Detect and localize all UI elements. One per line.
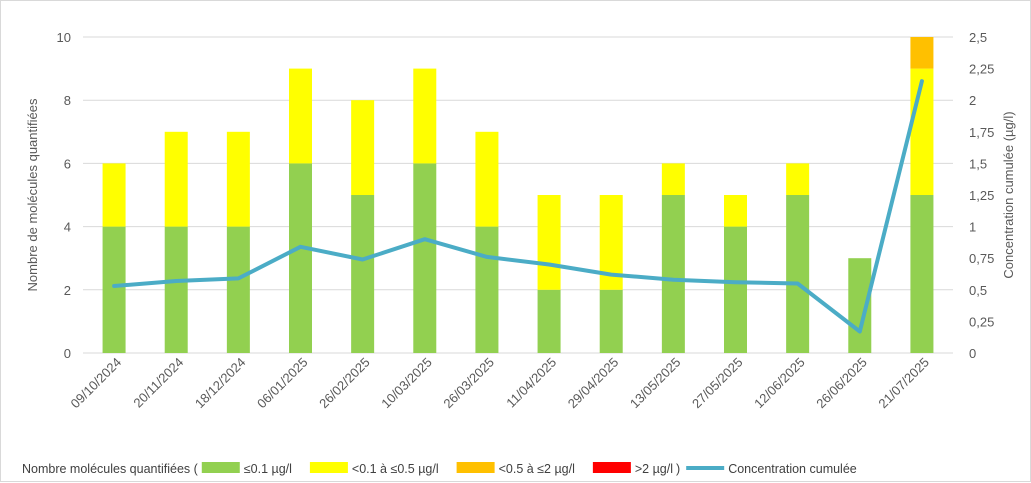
x-tick-label: 27/05/2025 (689, 355, 746, 412)
bar-segment (724, 226, 747, 353)
bar-segment (537, 289, 561, 353)
line-series-concentration (112, 79, 924, 334)
bar-segment (599, 195, 623, 290)
x-tick-label: 10/03/2025 (378, 355, 435, 412)
bar-segment (164, 131, 188, 227)
y2-tick-label: 1,5 (969, 156, 987, 171)
y2-tick-label: 0 (969, 346, 976, 361)
y-tick-label: 10 (57, 30, 71, 45)
y2-tick-label: 2,25 (969, 62, 994, 77)
bar-segment (351, 100, 375, 195)
y-tick-label: 0 (64, 346, 71, 361)
y-axis-title: Nombre de molécules quantifiées (25, 98, 40, 291)
x-tick-label: 11/04/2025 (503, 355, 559, 411)
bar-segment (910, 195, 934, 353)
bar-segment (102, 226, 126, 353)
y2-tick-label: 2,5 (969, 30, 987, 45)
bar-segment (661, 163, 685, 195)
bar-segment (289, 163, 312, 353)
legend-close-paren: ) (676, 462, 680, 476)
legend-swatch (309, 462, 348, 473)
x-tick-label: 09/10/2024 (68, 355, 125, 412)
x-tick-label: 26/02/2025 (316, 355, 373, 412)
y-tick-label: 4 (64, 220, 71, 235)
y2-tick-label: 0,25 (969, 314, 994, 329)
y-tick-label: 8 (64, 93, 71, 108)
bar-segment (786, 163, 810, 195)
y-tick-label: 6 (64, 156, 71, 171)
y2-tick-label: 1 (969, 220, 976, 235)
x-tick-label: 18/12/2024 (192, 355, 249, 412)
bar-segment (164, 226, 188, 353)
bar-segment (537, 195, 561, 290)
bar-segment (661, 195, 685, 353)
bar-segment (599, 289, 623, 353)
legend-title: Nombre molécules quantifiées ( (22, 462, 199, 476)
y2-tick-label: 1,25 (969, 188, 994, 203)
bar-segment (475, 131, 499, 227)
y2-tick-label: 2 (969, 93, 976, 108)
x-tick-label: 20/11/2024 (130, 355, 186, 411)
legend-swatch (592, 462, 631, 473)
bar-segment (724, 195, 747, 227)
legend-swatch (201, 462, 240, 473)
bar-segment (226, 226, 250, 353)
bar-segment (910, 37, 934, 69)
x-tick-label: 26/03/2025 (440, 355, 497, 412)
y2-tick-label: 0,5 (969, 283, 987, 298)
legend-label: <0.1 à ≤0.5 µg/l (352, 462, 439, 476)
x-tick-label: 12/06/2025 (751, 355, 808, 412)
legend-swatch (456, 462, 495, 473)
x-tick-label: 13/05/2025 (627, 355, 684, 412)
x-tick-label: 21/07/2025 (875, 355, 932, 412)
bar-segment (413, 68, 437, 164)
legend-label: Concentration cumulée (728, 462, 857, 476)
y2-axis-title: Concentration cumulée (µg/l) (1001, 111, 1016, 278)
bar-segment (289, 68, 312, 164)
bar-segment (475, 226, 499, 353)
y-tick-label: 2 (64, 283, 71, 298)
legend-label: ≤0.1 µg/l (244, 462, 292, 476)
bar-segment (102, 163, 126, 227)
legend-label: <0.5 à ≤2 µg/l (499, 462, 575, 476)
x-tick-label: 26/06/2025 (813, 355, 870, 412)
x-tick-label: 06/01/2025 (254, 355, 311, 412)
legend-label: >2 µg/l (635, 462, 673, 476)
bar-segment (351, 195, 375, 353)
x-tick-label: 29/04/2025 (565, 355, 622, 412)
bar-segment (786, 195, 810, 353)
bar-segment (226, 131, 250, 227)
y2-tick-label: 0,75 (969, 251, 994, 266)
bar-segment (413, 163, 437, 353)
y2-tick-label: 1,75 (969, 125, 994, 140)
